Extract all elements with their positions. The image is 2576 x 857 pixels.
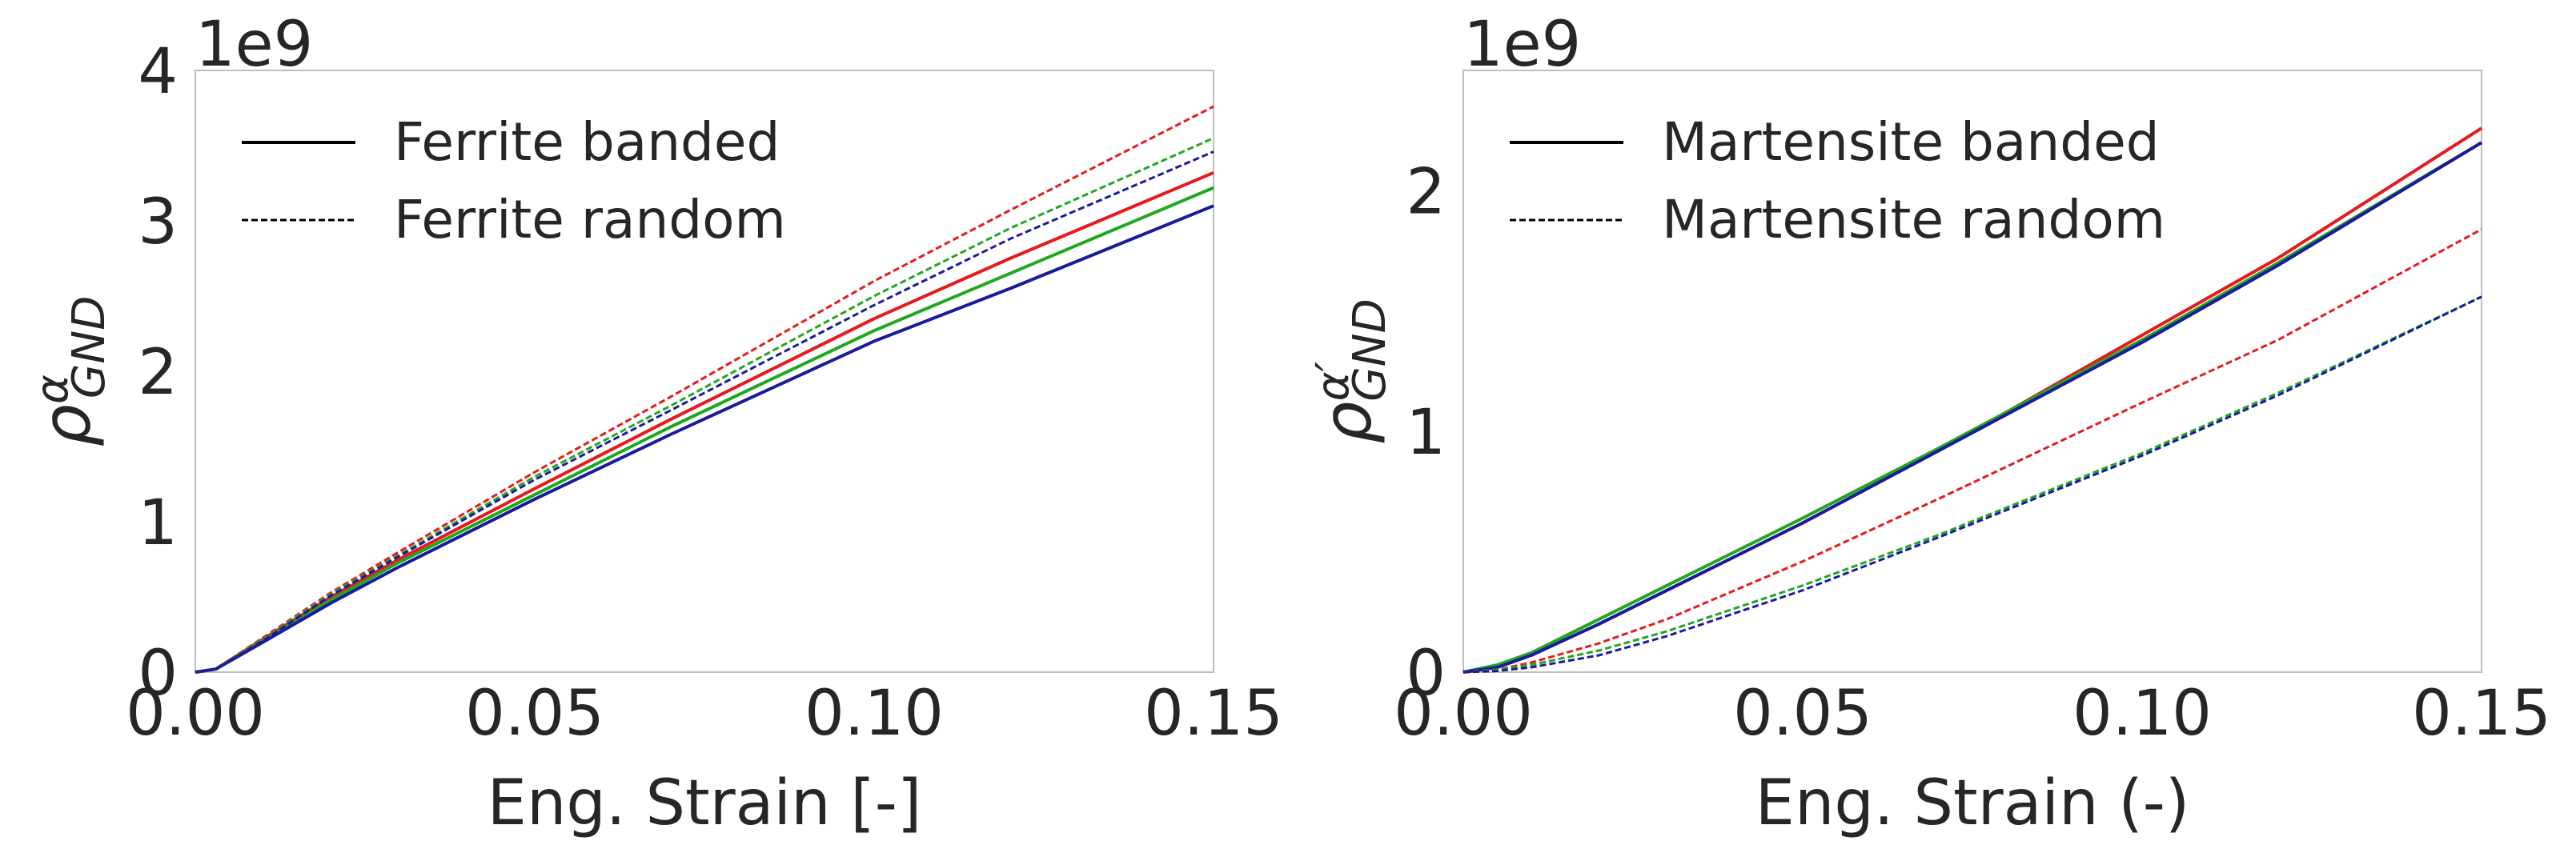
right-legend-label-banded: Martensite banded [1662,111,2160,173]
right-series-banded-blue [1463,141,2483,674]
left-x-tick-label: 0.05 [465,678,604,750]
left-y-tick-label: 1 [138,487,178,559]
left-x-tick-label: 0.00 [126,678,265,750]
left-y-axis-superscript: α [26,374,78,404]
right-y-offset-label: 1e9 [1463,9,1581,81]
right-x-tick-label: 0.05 [1733,678,1872,750]
right-y-axis-label: ρα′GND [1307,298,1396,443]
left-legend: Ferrite banded Ferrite random [242,111,786,250]
right-x-tick-label: 0.15 [2412,678,2551,750]
right-x-tick-label: 0.10 [2072,678,2212,750]
left-y-tick-labels: 0 1 2 3 4 [138,36,178,710]
left-y-offset-label: 1e9 [195,9,313,81]
right-series-group [1463,126,2483,674]
right-series-random-green [1463,295,2482,674]
left-x-tick-label: 0.10 [804,678,944,750]
left-y-axis-label: ραGND [26,296,115,447]
right-series-banded-green [1463,141,2483,674]
left-legend-label-random: Ferrite random [394,189,786,250]
right-series-random-red [1463,228,2482,674]
right-x-tick-label: 0.00 [1394,678,1533,750]
right-y-tick-label: 2 [1406,156,1446,228]
right-y-axis-superscript: α′ [1307,361,1359,401]
right-plot-frame [1463,70,2482,673]
svg-text:ραGND: ραGND [26,296,115,447]
right-chart-panel: 1e9 0 1 2 0.00 0.05 0.10 0.15 Martensite band… [1307,9,2551,839]
left-series-banded-blue [195,204,1214,674]
left-y-tick-label: 4 [138,36,178,108]
right-y-tick-label: 0 [1406,638,1446,710]
left-x-axis-label: Eng. Strain [-] [488,767,922,839]
left-y-axis-symbol: ρ [27,404,106,447]
right-y-axis-subscript: GND [1344,298,1396,401]
svg-text:ρα′GND: ρα′GND [1307,298,1396,443]
left-series-random-blue [195,150,1214,674]
right-y-tick-label: 1 [1406,397,1446,469]
left-chart-panel: 1e9 0 1 2 3 4 0.00 0.05 0.10 0.15 Ferrite bande… [26,9,1283,839]
left-y-axis-subscript: GND [63,296,115,398]
left-y-tick-label: 3 [138,186,178,258]
right-legend: Martensite banded Martensite random [1510,111,2165,250]
left-plot-frame [195,70,1214,673]
left-y-tick-label: 2 [138,337,178,409]
left-y-tick-label: 0 [138,638,178,710]
right-x-tick-labels: 0.00 0.05 0.10 0.15 [1394,678,2551,750]
right-x-axis-label: Eng. Strain (-) [1755,767,2190,839]
left-x-tick-label: 0.15 [1144,678,1283,750]
right-series-random-blue [1463,295,2482,674]
right-legend-label-random: Martensite random [1662,189,2165,250]
left-legend-label-banded: Ferrite banded [394,111,780,173]
left-series-banded-green [195,186,1214,674]
left-series-group [195,105,1214,674]
right-y-axis-symbol: ρ [1308,401,1386,443]
left-x-tick-labels: 0.00 0.05 0.10 0.15 [126,678,1283,750]
right-y-tick-labels: 0 1 2 [1406,156,1446,710]
